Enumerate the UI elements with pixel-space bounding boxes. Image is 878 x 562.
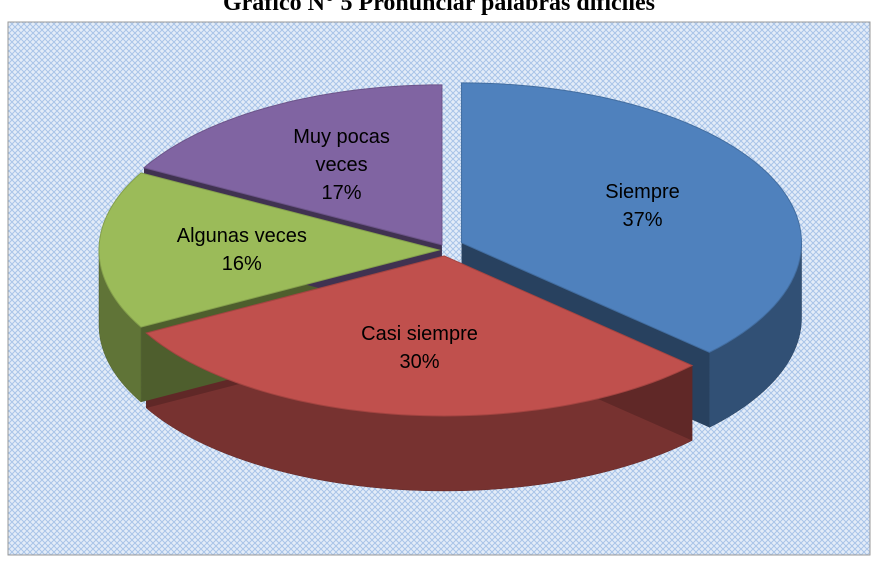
data-label: Muy pocas veces 17%: [277, 123, 407, 207]
slice-value: 17%: [321, 181, 362, 204]
data-label: Algunas veces 16%: [157, 222, 327, 278]
slice-name: Muy pocas veces: [293, 125, 390, 176]
slice: [98, 172, 441, 328]
data-label: Siempre 37%: [568, 178, 718, 234]
slice: [142, 84, 443, 246]
slice-value: 30%: [399, 351, 440, 374]
slice: [145, 255, 694, 417]
slice-value: 37%: [622, 208, 663, 231]
slice-name: Casi siempre: [361, 323, 478, 346]
slice-value: 16%: [221, 253, 262, 275]
slice-name: Siempre: [605, 180, 680, 203]
slice: [461, 82, 802, 353]
chart-title: Gráfico N° 5 Pronunciar palabras difícil…: [222, 0, 656, 16]
data-label: Casi siempre 30%: [335, 320, 505, 376]
slice-name: Algunas veces: [176, 225, 307, 247]
